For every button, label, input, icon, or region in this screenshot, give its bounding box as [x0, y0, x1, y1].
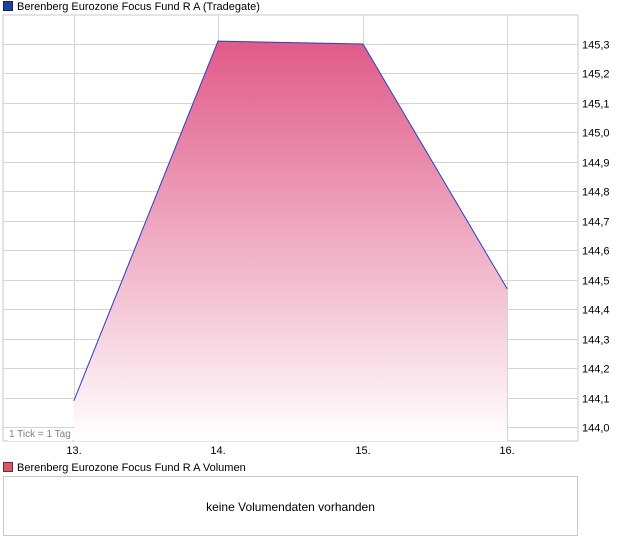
price-point	[217, 40, 219, 42]
price-line	[73, 40, 508, 401]
x-tick-label: 15.	[355, 445, 370, 457]
y-tick-label: 144,4	[582, 305, 610, 317]
price-legend: Berenberg Eurozone Focus Fund R A (Trade…	[3, 0, 260, 14]
y-axis-ticks: 144,0 144,1 144,2 144,3 144,4 144,5 144,6 144,7…	[582, 40, 610, 435]
y-tick-label: 144,9	[582, 158, 610, 170]
volume-empty-message: keine Volumendaten vorhanden	[206, 500, 375, 514]
y-tick-label: 144,3	[582, 335, 610, 347]
y-tick-label: 144,8	[582, 187, 610, 199]
volume-legend-swatch	[3, 462, 13, 472]
price-point	[73, 400, 75, 401]
y-tick-label: 144,6	[582, 246, 610, 258]
x-axis-ticks: 13. 14. 15. 16.	[66, 445, 514, 457]
price-chart: 144,0 144,1 144,2 144,3 144,4 144,5 144,6 144,7…	[2, 14, 610, 457]
price-legend-swatch	[3, 1, 13, 11]
y-tick-label: 144,5	[582, 276, 610, 288]
y-tick-label: 144,2	[582, 364, 610, 376]
y-tick-label: 144,7	[582, 217, 610, 229]
price-area-fill	[74, 41, 507, 441]
y-tick-label: 145,0	[582, 128, 610, 140]
y-tick-label: 145,3	[582, 40, 610, 52]
x-tick-label: 16.	[499, 445, 514, 457]
x-tick-label: 13.	[66, 445, 81, 457]
price-point	[362, 43, 364, 45]
volume-panel: keine Volumendaten vorhanden	[3, 476, 578, 536]
x-tick-label: 14.	[210, 445, 225, 457]
y-tick-label: 144,0	[582, 423, 610, 435]
tick-resolution-note: 1 Tick = 1 Tag	[8, 429, 72, 441]
y-tick-label: 144,1	[582, 394, 610, 406]
price-point	[506, 288, 508, 289]
price-legend-label: Berenberg Eurozone Focus Fund R A (Trade…	[17, 1, 260, 13]
volume-legend: Berenberg Eurozone Focus Fund R A Volume…	[3, 461, 246, 475]
volume-legend-label: Berenberg Eurozone Focus Fund R A Volume…	[17, 462, 246, 474]
y-tick-label: 145,2	[582, 69, 610, 81]
y-tick-label: 145,1	[582, 99, 610, 111]
price-series	[73, 40, 508, 441]
